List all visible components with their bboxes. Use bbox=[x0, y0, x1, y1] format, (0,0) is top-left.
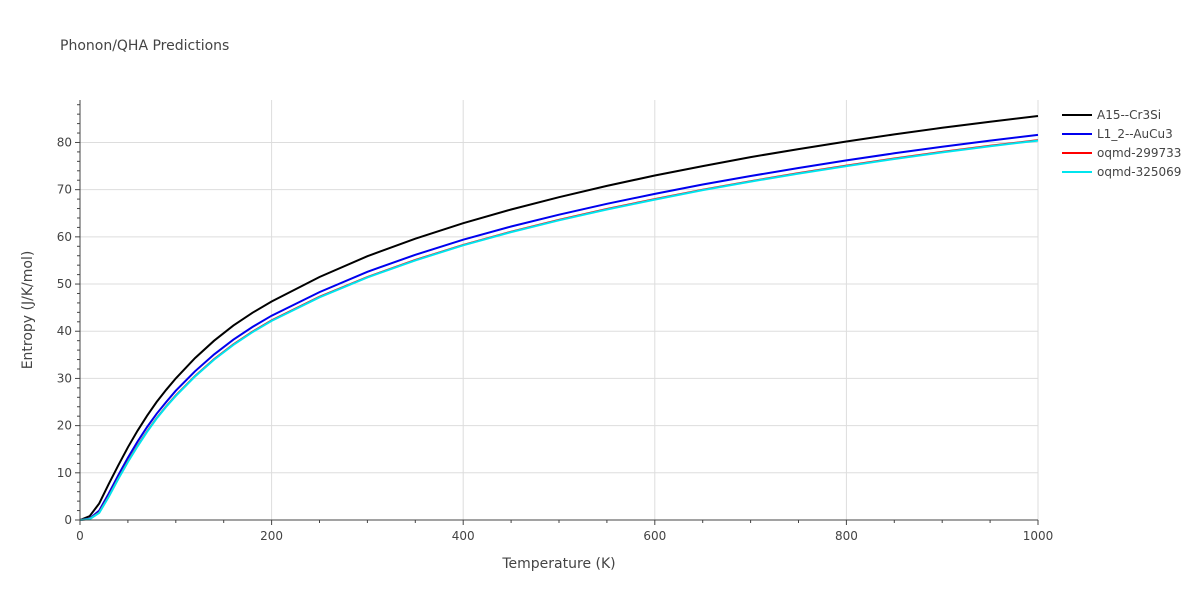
x-tick-label: 200 bbox=[260, 529, 283, 543]
y-tick-label: 70 bbox=[57, 183, 72, 197]
legend-item-oqmd-299733[interactable]: oqmd-299733 bbox=[1062, 146, 1181, 160]
y-tick-label: 20 bbox=[57, 419, 72, 433]
series-line-oqmd-325069 bbox=[79, 139, 1039, 521]
y-tick-label: 60 bbox=[57, 230, 72, 244]
grid-lines bbox=[80, 100, 1039, 520]
legend-label: L1_2--AuCu3 bbox=[1097, 127, 1173, 141]
y-tick-label: 40 bbox=[57, 324, 72, 338]
y-tick-label: 30 bbox=[57, 371, 72, 385]
y-tick-label: 0 bbox=[64, 513, 72, 527]
legend-label: A15--Cr3Si bbox=[1097, 108, 1161, 122]
x-tick-label: 400 bbox=[452, 529, 475, 543]
y-axis-title: Entropy (J/K/mol) bbox=[20, 251, 36, 370]
legend[interactable]: A15--Cr3Si L1_2--AuCu3 oqmd-299733 oqmd-325… bbox=[1062, 108, 1181, 179]
x-tick-label: 0 bbox=[76, 529, 84, 543]
x-tick-label: 600 bbox=[643, 529, 666, 543]
legend-label: oqmd-325069 bbox=[1097, 165, 1181, 179]
legend-item-oqmd-325069[interactable]: oqmd-325069 bbox=[1062, 165, 1181, 179]
y-tick-label: 10 bbox=[57, 466, 72, 480]
legend-label: oqmd-299733 bbox=[1097, 146, 1181, 160]
legend-item-A15--Cr3Si[interactable]: A15--Cr3Si bbox=[1062, 108, 1161, 122]
y-tick-label: 80 bbox=[57, 135, 72, 149]
series-line-A15--Cr3Si bbox=[79, 115, 1039, 521]
x-tick-label: 800 bbox=[835, 529, 858, 543]
legend-item-L1_2--AuCu3[interactable]: L1_2--AuCu3 bbox=[1062, 127, 1173, 141]
y-tick-label: 50 bbox=[57, 277, 72, 291]
x-axis-title: Temperature (K) bbox=[501, 556, 615, 572]
x-tick-label: 1000 bbox=[1023, 529, 1054, 543]
series-lines bbox=[79, 115, 1039, 521]
series-line-L1_2--AuCu3 bbox=[79, 133, 1039, 521]
chart-title: Phonon/QHA Predictions bbox=[60, 38, 229, 54]
